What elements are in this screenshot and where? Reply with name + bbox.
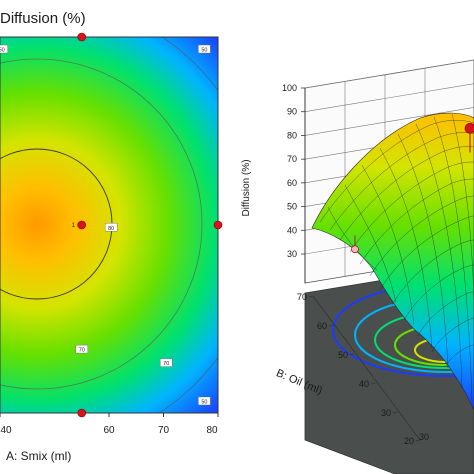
contour-value-label: 70 [75, 344, 88, 354]
oil-tick-label: 30 [381, 408, 391, 418]
contour-plot: 80 70 70 50 50 50 1 40 60 70 80 [0, 32, 223, 436]
svg-text:70: 70 [79, 348, 85, 354]
surface-mesh [319, 113, 474, 403]
z-tick-label: 100 [282, 83, 297, 93]
design-point [464, 123, 474, 134]
design-point [351, 245, 359, 254]
oil-axis-line [312, 295, 421, 441]
svg-text:50: 50 [201, 399, 207, 405]
oil-tick-label: 40 [359, 379, 369, 389]
contour-value-label: 80 [104, 223, 118, 232]
z-gridline [304, 107, 474, 136]
oil-tick-label: 50 [338, 350, 348, 360]
z-tick-label: 30 [287, 249, 297, 259]
design-point [77, 408, 87, 418]
svg-text:50: 50 [0, 48, 5, 54]
svg-text:80: 80 [108, 226, 114, 232]
x-axis-label: A: Smix (ml) [6, 449, 72, 463]
oil-tick-mark [349, 353, 355, 356]
design-point [77, 220, 87, 230]
oil-tick-mark [415, 439, 421, 442]
x-tick-label: 80 [206, 425, 218, 436]
z-tick-label: 50 [287, 202, 297, 212]
svg-text:50: 50 [201, 48, 207, 54]
surface-plot: 100 90 80 70 60 50 40 30 70 60 50 40 30 20 30 Diffus… [241, 59, 474, 474]
design-point [213, 220, 223, 230]
contour-value-label: 50 [198, 396, 211, 405]
oil-tick-mark [308, 295, 314, 298]
design-point [77, 32, 87, 42]
oil-tick-label: 60 [317, 321, 327, 331]
center-point-label: 1 [72, 223, 76, 229]
svg-text:70: 70 [163, 361, 169, 367]
z-tick-label: 60 [287, 178, 297, 188]
z-tick-label: 70 [287, 154, 297, 164]
x-tick-label: 60 [103, 425, 115, 436]
oil-tick-label: 20 [404, 436, 414, 446]
oil-tick-label: 70 [297, 292, 307, 302]
contour-value-label: 70 [160, 358, 173, 367]
chart-title: Diffusion (%) [0, 10, 86, 27]
z-tick-label: 40 [287, 225, 297, 235]
x-tick-label: 70 [158, 425, 170, 436]
z-tick-label: 90 [287, 107, 297, 117]
oil-tick-mark [392, 411, 398, 414]
contour-value-label: 50 [198, 44, 211, 54]
oil-tick-mark [370, 382, 376, 385]
smix-tick-label: 30 [419, 432, 429, 442]
response-surface [311, 112, 474, 411]
x-tick-label: 40 [0, 425, 12, 436]
z-gridline [304, 59, 474, 89]
z-axis-label: Diffusion (%) [241, 159, 252, 216]
contour-line [0, 58, 203, 390]
contour-value-label: 50 [0, 44, 8, 54]
z-tick-label: 80 [287, 130, 297, 140]
oil-tick-mark [328, 324, 334, 327]
z-gridline [304, 83, 474, 113]
